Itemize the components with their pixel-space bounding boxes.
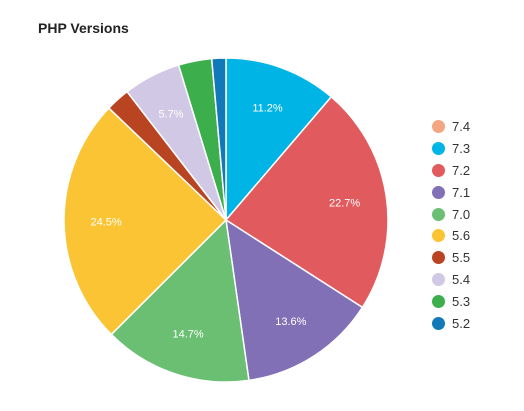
pie-slice-5-2[interactable] bbox=[210, 57, 227, 221]
legend-item-7-1[interactable]: 7.1 bbox=[432, 181, 470, 203]
legend-item-5-3[interactable]: 5.3 bbox=[432, 290, 470, 312]
legend-item-7-2[interactable]: 7.2 bbox=[432, 160, 470, 182]
legend-label: 5.2 bbox=[452, 315, 471, 331]
legend-item-7-3[interactable]: 7.3 bbox=[432, 138, 470, 160]
slice-label-5-4: 5.7% bbox=[158, 108, 183, 120]
pie-slice-7-2[interactable] bbox=[224, 95, 389, 309]
chart-legend: 7.4 7.3 7.2 7.1 7.0 5.6 5.5 5.4 5.3 5.2 bbox=[432, 116, 470, 334]
legend-item-5-6[interactable]: 5.6 bbox=[432, 225, 470, 247]
pie-slice-7-3[interactable] bbox=[225, 57, 333, 223]
legend-swatch bbox=[432, 185, 445, 199]
legend-item-7-4[interactable]: 7.4 bbox=[432, 116, 470, 138]
legend-swatch bbox=[432, 120, 445, 134]
legend-label: 7.4 bbox=[452, 119, 471, 135]
legend-swatch bbox=[432, 251, 445, 265]
pie-slice-5-6[interactable] bbox=[63, 107, 228, 336]
legend-swatch bbox=[432, 142, 445, 156]
slice-label-5-6: 24.5% bbox=[91, 216, 122, 228]
legend-swatch bbox=[432, 207, 445, 221]
legend-swatch bbox=[432, 163, 445, 177]
chart-title: PHP Versions bbox=[38, 20, 129, 36]
legend-label: 7.0 bbox=[452, 206, 471, 222]
legend-item-7-0[interactable]: 7.0 bbox=[432, 203, 470, 225]
slice-label-7-1: 13.6% bbox=[275, 316, 306, 328]
slice-label-7-0: 14.7% bbox=[172, 329, 203, 341]
legend-label: 5.6 bbox=[452, 228, 471, 244]
legend-label: 7.2 bbox=[452, 162, 471, 178]
legend-label: 5.3 bbox=[452, 293, 471, 309]
slice-label-7-3: 11.2% bbox=[252, 103, 283, 115]
legend-swatch bbox=[432, 272, 445, 286]
legend-label: 5.5 bbox=[452, 250, 471, 266]
pie-slice-7-1[interactable] bbox=[225, 218, 364, 382]
legend-item-5-5[interactable]: 5.5 bbox=[432, 247, 470, 269]
legend-label: 7.3 bbox=[452, 141, 471, 157]
legend-swatch bbox=[432, 316, 445, 330]
legend-swatch bbox=[432, 229, 445, 243]
legend-item-5-2[interactable]: 5.2 bbox=[432, 312, 470, 334]
pie-slice-7-0[interactable] bbox=[110, 218, 250, 383]
legend-swatch bbox=[432, 294, 445, 308]
legend-label: 5.4 bbox=[452, 271, 471, 287]
slice-label-7-2: 22.7% bbox=[329, 197, 360, 209]
legend-item-5-4[interactable]: 5.4 bbox=[432, 269, 470, 291]
legend-label: 7.1 bbox=[452, 184, 471, 200]
